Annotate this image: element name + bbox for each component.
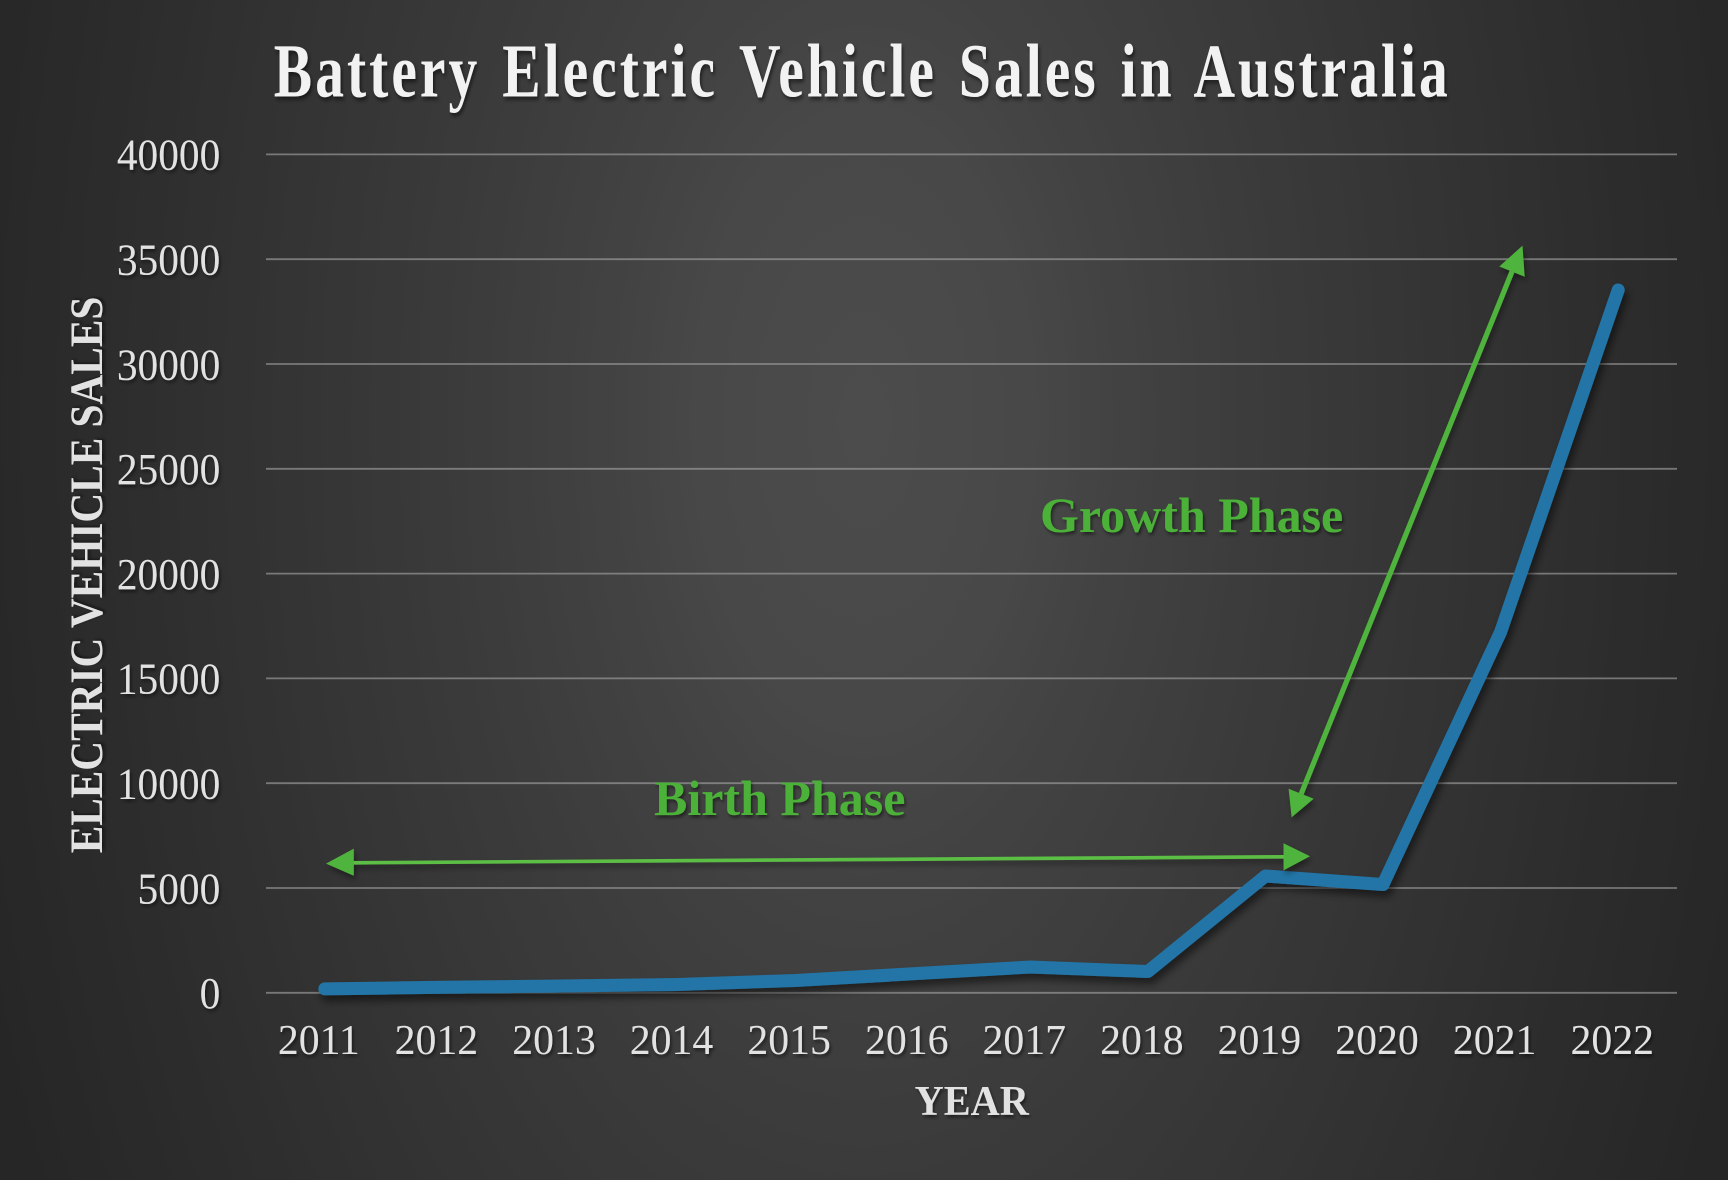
svg-text:Growth Phase: Growth Phase bbox=[1040, 487, 1343, 543]
svg-text:25000: 25000 bbox=[117, 446, 220, 495]
svg-text:2016: 2016 bbox=[865, 1018, 949, 1064]
svg-text:ELECTRIC VEHICLE SALES: ELECTRIC VEHICLE SALES bbox=[61, 297, 113, 854]
svg-text:35000: 35000 bbox=[117, 236, 220, 285]
svg-text:2011: 2011 bbox=[278, 1018, 360, 1064]
svg-text:10000: 10000 bbox=[117, 760, 220, 809]
svg-text:5000: 5000 bbox=[138, 865, 221, 914]
svg-text:2012: 2012 bbox=[395, 1018, 479, 1064]
svg-text:2014: 2014 bbox=[630, 1018, 714, 1064]
svg-text:2020: 2020 bbox=[1335, 1018, 1419, 1064]
svg-text:2021: 2021 bbox=[1453, 1018, 1537, 1064]
svg-text:2022: 2022 bbox=[1570, 1018, 1654, 1064]
svg-text:2019: 2019 bbox=[1218, 1018, 1302, 1064]
svg-text:30000: 30000 bbox=[117, 341, 220, 390]
svg-text:2018: 2018 bbox=[1100, 1018, 1184, 1064]
svg-text:2013: 2013 bbox=[512, 1018, 596, 1064]
svg-text:Birth Phase: Birth Phase bbox=[654, 770, 905, 826]
svg-text:2017: 2017 bbox=[983, 1018, 1067, 1064]
svg-text:15000: 15000 bbox=[117, 655, 220, 704]
svg-text:40000: 40000 bbox=[117, 131, 220, 180]
svg-text:Battery Electric Vehicle Sales: Battery Electric Vehicle Sales in Austra… bbox=[274, 29, 1451, 114]
svg-text:0: 0 bbox=[200, 970, 221, 1019]
svg-text:2015: 2015 bbox=[747, 1018, 831, 1064]
svg-text:YEAR: YEAR bbox=[915, 1077, 1030, 1124]
svg-text:20000: 20000 bbox=[117, 551, 220, 600]
